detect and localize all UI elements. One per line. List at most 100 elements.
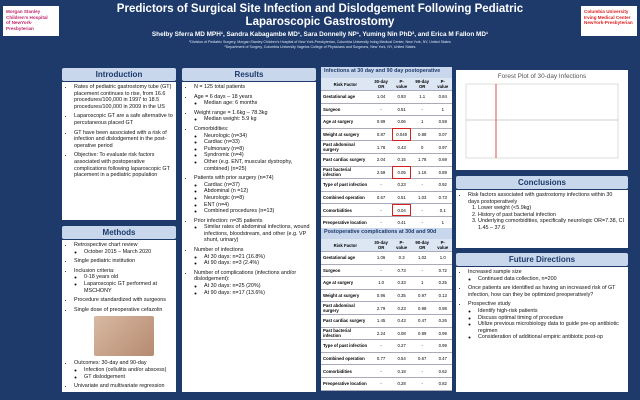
sub-text: At 30 days: n=25 (20%) [204,283,261,290]
cell: 0.07 [433,128,452,142]
sub-text: GT dislodgement [84,373,125,380]
row: Combined operation 0.67 0.51 1.03 0.73 [321,191,452,205]
cell: Past cardiac surgery [321,314,370,328]
column-header: 90-day OR [410,78,434,91]
plot-title: Forest Plot of 30-day Infections [497,73,587,80]
sub-text: Consideration of additional empiric anti… [478,334,603,341]
sub-text: Neurologic (n=34) [204,132,247,139]
cell: Age at surgery [321,276,370,290]
sub-bullet: Other (e.g. ENT, muscular dystrophy, com… [204,159,313,172]
bullet: Once patients are identified as having a… [468,285,625,298]
column-header: 30-day OR [369,78,393,91]
sub-text: Neurologic (n=8) [204,194,245,201]
bullet-text: Rates of pediatric gastrostomy tube (GT)… [74,84,172,110]
cell: Past bacterial infection [321,327,370,341]
table: Risk Factor 30-day OR P-value 90-day OR P-va… [321,78,452,230]
cell: Surgeon [321,264,370,278]
bullet: Risk factors associated with gastrostomy… [468,192,625,232]
bullet-text: Patients with prior surgery (n=74) [194,175,274,182]
cell: - [410,339,434,353]
sub-bullet: Consideration of additional empiric anti… [478,334,625,341]
cell: Past abdominal surgery [321,140,370,154]
section-header: Results [182,68,316,81]
sub-bullet: Identify high-risk patients [478,308,625,315]
bullet: Procedure standardized with surgeons [74,297,173,304]
cell: 0.33 [392,276,411,290]
bullet: Increased sample sizeContinued data coll… [468,269,625,282]
row: Surgeon -0.51-1 [321,103,452,117]
sub-text: Syndromic (n=4) [204,152,244,159]
sub-text: Lower weight (<5.9kg) [478,205,532,212]
affiliation: ¹Division of Pediatric Surgery, Morgan S… [189,40,451,44]
cell: 0.3 [392,251,411,265]
cell: 0.93 [392,90,411,104]
cell: - [410,264,434,278]
logo-right: Columbia University Irving Medical Center… [581,6,637,36]
cell: 0.99 [433,327,452,341]
sub-bullet: Combined procedures (n=13) [204,208,313,215]
bullet-text: Increased sample size [468,269,522,275]
bullet: Objective: To evaluate risk factors asso… [74,152,173,178]
cell: 1.04 [369,90,393,104]
logo-text: of NewYork-Presbyterian [6,20,34,31]
sub-text: Utilize previous microbiology data to gu… [478,321,619,334]
sub-bullet: October 2015 – March 2020 [84,249,173,256]
cell: 0.67 [369,191,393,205]
bullet-text: Number of complications (infections and/… [194,269,297,283]
sub-text: Combined procedures (n=13) [204,208,275,215]
bullet: Rates of pediatric gastrostomy tube (GT)… [74,84,173,110]
section-body: Risk factors associated with gastrostomy… [456,190,628,248]
logo-text: Morgan Stanley [6,9,41,14]
cell: 1 [433,103,452,117]
cell: - [410,377,434,391]
sub-bullet: At 90 days: n=3 (2.4%) [204,260,313,267]
cell: 0.84 [433,90,452,104]
bullet: Retrospective chart reviewOctober 2015 –… [74,242,173,255]
cell: - [369,364,393,378]
cell: 1.0 [369,276,393,290]
cell: Past cardiac surgery [321,153,370,167]
cell: 0.04 [392,203,411,217]
bullet-text: Risk factors associated with gastrostomy… [468,192,613,205]
sub-list: At 30 days: n=21 (16.8%)At 90 days: n=3 … [194,254,313,267]
cell: - [410,203,434,217]
bullet-list: Retrospective chart reviewOctober 2015 –… [65,242,173,390]
bullet-text: Single pediatric institution [74,258,136,265]
column-header: Risk Factor [321,239,370,252]
sub-list: October 2015 – March 2020 [74,249,173,256]
cell: 0.18 [392,364,411,378]
sub-text: Cardiac (n=37) [204,181,240,188]
column-header: P-value [392,78,411,91]
cell: 0.92 [433,178,452,192]
section-header: Future Directions [456,253,628,266]
bullet-text: Prospective study [468,301,511,308]
cell: 0.98 [433,301,452,315]
cell: 0.43 [392,314,411,328]
sub-text: Identify high-risk patients [478,307,538,314]
sub-bullet: Lower weight (<5.9kg) [478,205,625,212]
table-block: Infections at 30 day and 90 day postoper… [321,67,452,230]
row: Past abdominal surgery 2.79 0.23 0.98 0.98 [321,301,452,315]
cell: 0.99 [433,339,452,353]
bullet-text: Weight range = 1.6kg – 78.3kg [194,109,268,116]
cell: Comorbidities [321,364,370,378]
cell: 1.03 [410,191,434,205]
cell: 0.05 [392,166,411,180]
sub-text: Cardiac (n=33) [204,139,240,146]
table-title: Infections at 30 day and 90 day postoper… [321,67,452,78]
cell: Type of past infection [321,339,370,353]
bullet-list: Increased sample sizeContinued data coll… [459,269,625,341]
bullet-text: N = 125 total patients [194,84,246,90]
cell: Weight at surgery [321,289,370,303]
bullet-text: Single dose of preoperative cefazolin [74,306,163,313]
bullet-list: N = 125 total patients Age = 6 days – 18 … [185,84,313,296]
cell: 0.13 [433,289,452,303]
row: Comorbidities -0.18-0.62 [321,364,452,378]
bullet: Laparoscopic GT are a safe alternative t… [74,113,173,126]
sub-bullet: Underlying comorbidities, specifically n… [478,218,625,231]
sub-text: Abdominal (n =12) [204,188,249,195]
cell: Combined operation [321,352,370,366]
bullet-text: Comorbidities: [194,125,229,132]
cell: 2.79 [369,301,393,315]
sub-text: 0-18 years old [84,274,119,281]
